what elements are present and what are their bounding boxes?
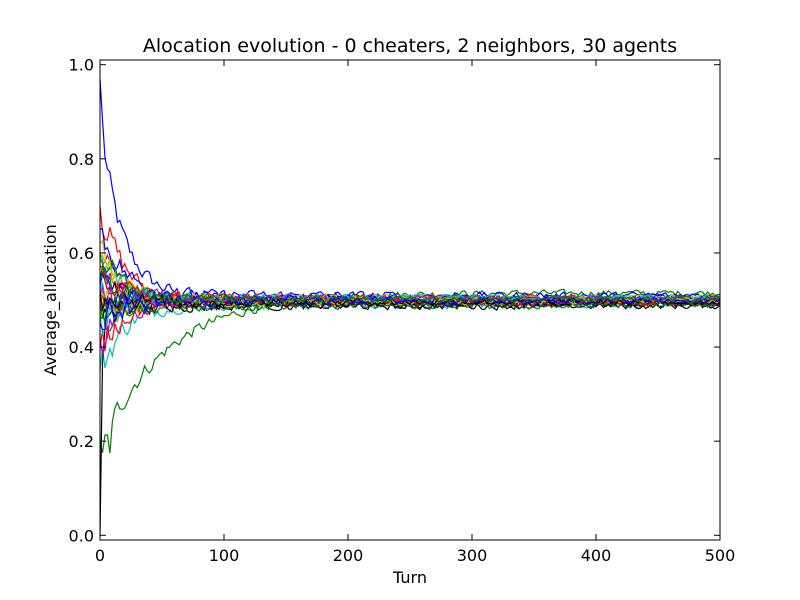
x-tick-label: 0 [95,546,105,565]
y-tick-label: 1.0 [69,56,94,75]
y-tick-label: 0.2 [69,432,94,451]
series-line-agent-2 [100,288,720,454]
y-tick-label: 0.6 [69,244,94,263]
x-tick-label: 200 [333,546,364,565]
y-tick-label: 0.0 [69,526,94,545]
series-line-agent-1 [100,78,720,303]
plot-frame [99,59,721,541]
series-lines [100,78,720,536]
series-line-agent-30 [100,265,720,306]
y-axis-label: Average_allocation [41,224,61,375]
series-line-agent-8 [100,228,720,301]
axis-ticks: 0 100 200 300 400 500 0.0 0.2 0.4 0.6 0.8 1.0 [69,56,736,565]
y-tick-label: 0.8 [69,150,94,169]
series-line-agent-4 [100,299,720,371]
series-line-agent-3 [100,205,720,305]
x-axis-label: Turn [392,568,427,587]
chart-title: Alocation evolution - 0 cheaters, 2 neig… [143,35,677,57]
y-tick-label: 0.4 [69,338,94,357]
x-tick-label: 400 [581,546,612,565]
series-line-agent-25 [100,290,720,336]
x-tick-label: 100 [209,546,240,565]
x-tick-label: 500 [705,546,736,565]
x-tick-label: 300 [457,546,488,565]
series-line-agent-29 [100,294,720,331]
